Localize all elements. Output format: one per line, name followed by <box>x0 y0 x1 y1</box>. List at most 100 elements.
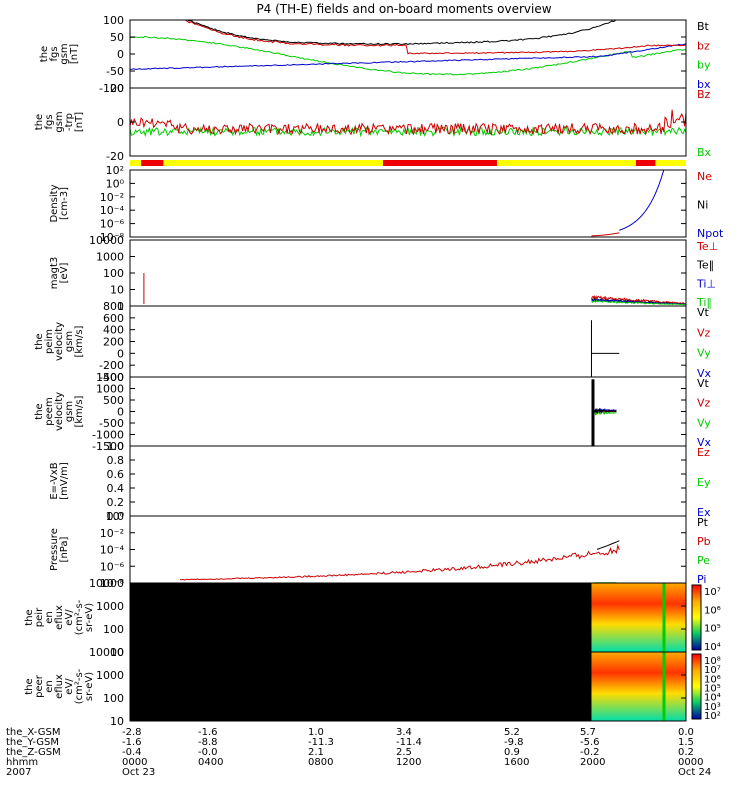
y-tick-label: 10000 <box>89 646 124 659</box>
colorbar-tick-label: 10⁵ <box>704 684 721 695</box>
y-axis-label: en <box>44 611 55 624</box>
panel-frame <box>129 651 687 722</box>
legend-Bz: Bz <box>697 88 711 101</box>
y-tick-label: 10000 <box>89 577 124 590</box>
y-axis-label: peir <box>34 607 45 627</box>
mode-bar-segment <box>382 160 497 166</box>
y-axis-label: Pressure <box>49 528 60 571</box>
panel-content <box>590 320 620 377</box>
plot-title: P4 (TH-E) fields and on-board moments ov… <box>256 2 551 16</box>
y-axis-label: the <box>24 678 35 694</box>
x-row-value: 0.2 <box>678 747 694 758</box>
y-tick-label: 200 <box>103 336 124 349</box>
y-axis-label: the <box>24 609 35 625</box>
y-tick-label: 10⁻⁶ <box>100 218 125 231</box>
y-tick-label: 10000 <box>89 234 124 247</box>
y-tick-label: 1.0 <box>107 440 125 453</box>
y-tick-label: 10² <box>106 164 124 177</box>
y-tick-label: 10⁻² <box>100 527 124 540</box>
panel-fgs: 100 50 0 -50 -100 the fgs gsm [nT] Bt bz by bx <box>39 14 711 95</box>
series-bz <box>184 20 686 55</box>
panel-frame <box>129 305 687 378</box>
y-axis-label: sr-eV) <box>84 672 95 701</box>
x-row-value: 2000 <box>580 757 605 768</box>
legend-Bx: Bx <box>697 146 712 159</box>
y-tick-label: 1000 <box>96 383 124 396</box>
y-tick-label: 10⁻⁶ <box>100 560 125 573</box>
y-tick-label: -200 <box>99 359 124 372</box>
y-tick-label: 1000 <box>96 669 124 682</box>
panel-frame <box>129 515 687 584</box>
legend-Pb: Pb <box>697 535 711 548</box>
y-tick-label: 1000 <box>96 251 124 264</box>
legend-Te‖: Te‖ <box>696 259 714 272</box>
legend-Ez: Ez <box>697 446 710 459</box>
panel-content <box>130 109 686 138</box>
y-axis-label: [mV/m] <box>59 462 70 500</box>
x-row-value: 0000 <box>122 757 147 768</box>
x-row-label: the_Z-GSM <box>6 747 61 758</box>
legend-Te⊥: Te⊥ <box>696 240 718 253</box>
panel-content <box>591 379 617 446</box>
x-row-value: 0800 <box>308 757 333 768</box>
legend-bx: bx <box>697 78 711 91</box>
x-row-value: -0.2 <box>580 747 600 758</box>
panel-peer-spectrogram: 10000 1000 100 10 the peer en eflux eV/(cm²-s-sr… <box>24 646 721 728</box>
panel-pressure: 10⁰ 10⁻² 10⁻⁴ 10⁻⁶ 10⁻⁸ Pressure [nPa] Pt Pb Pe Pi <box>49 510 711 590</box>
y-tick-label: 10⁰ <box>106 177 125 190</box>
legend-Pi: Pi <box>697 573 706 586</box>
x-row-value: 2.5 <box>396 747 412 758</box>
x-row-value: 1.0 <box>308 727 324 738</box>
y-axis-label: [km/s] <box>74 325 85 357</box>
series-by <box>130 35 686 76</box>
colorbar-tick-label: 10⁴ <box>704 642 721 653</box>
legend-Ex: Ex <box>697 506 711 519</box>
legend-Ne: Ne <box>697 170 712 183</box>
colorbar-tick-label: 10⁵ <box>704 624 721 635</box>
x-row-value: -5.6 <box>580 737 600 748</box>
y-axis-label: the <box>34 403 45 419</box>
y-axis-label: E=-VxB <box>49 462 60 499</box>
panel-fgs-dsl: 20 0 -20 the fgs gsm -trp [nT] Bz Bx <box>34 82 712 163</box>
series-Pb <box>179 543 620 581</box>
series-Vt-spike <box>591 379 595 446</box>
y-axis-label: peer <box>34 674 45 698</box>
y-axis-label: Density <box>49 184 60 222</box>
y-tick-label: 800 <box>103 300 124 313</box>
colorbar-tick-label: 10⁶ <box>704 674 721 685</box>
y-tick-label: 0 <box>117 347 124 360</box>
legend-Vz: Vz <box>697 397 711 410</box>
y-tick-label: 1 <box>117 300 124 313</box>
y-axis-label: eV/ <box>64 609 75 626</box>
y-tick-label: -1500 <box>92 440 124 453</box>
colorbar-tick-label: 10³ <box>704 702 721 713</box>
panel-frame <box>129 445 687 517</box>
y-axis-label: fgs <box>44 114 55 129</box>
x-row-value: -9.8 <box>504 737 524 748</box>
y-tick-label: 400 <box>103 324 124 337</box>
x-row-value: -0.4 <box>122 747 142 758</box>
x-row-value: -1.6 <box>198 727 218 738</box>
y-axis-label: (cm²-s- <box>74 668 85 704</box>
x-row-value: 1.5 <box>678 737 694 748</box>
legend-bz: bz <box>697 39 710 52</box>
y-tick-label: 100 <box>103 14 124 27</box>
mode-bar-segment <box>635 160 656 166</box>
y-tick-label: 50 <box>110 31 124 44</box>
panel-peir-spectrogram: 10000 1000 100 10 the peir en eflux eV/(cm²-s-sr… <box>24 577 721 659</box>
y-tick-label: 500 <box>103 394 124 407</box>
series-V1 <box>593 410 617 416</box>
series-Ne <box>591 232 620 237</box>
legend-Vt: Vt <box>697 377 710 390</box>
y-tick-label: 10 <box>110 284 124 297</box>
spectrogram-data <box>591 583 686 652</box>
colorbar-tick-label: 10⁴ <box>704 693 721 704</box>
y-tick-label: 0.0 <box>107 510 125 523</box>
y-axis-label: peim <box>44 329 55 354</box>
y-tick-label: 100 <box>103 692 124 705</box>
y-axis-label: peem <box>44 397 55 425</box>
panel-temperature: 10000 1000 100 10 1 magt3 [eV] Te⊥ Te‖ Ti⊥ Ti‖ <box>49 234 718 313</box>
legend-Pt: Pt <box>697 516 709 529</box>
